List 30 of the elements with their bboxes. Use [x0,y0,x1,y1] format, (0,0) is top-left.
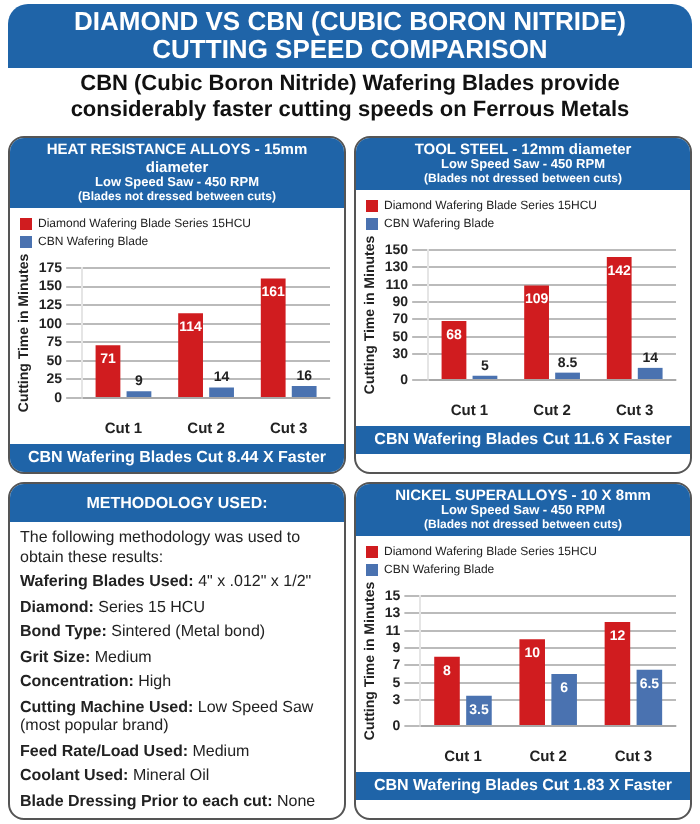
text: Wafering Blades Used: 4" x .012" x 1/2" [20,572,312,590]
bar [604,622,631,725]
text: CBN Wafering Blades Cut 8.44 X Faster [10,444,344,472]
bar [260,278,286,397]
text: Blade Dressing Prior to each cut: None [20,791,316,809]
text: DIAMOND VS CBN (CUBIC BORON NITRIDE) CUTTING SPEED COMPARISON [8,4,692,68]
text: Coolant Used: Mineral Oil [20,766,210,784]
bar [555,372,580,379]
text: CBN Wafering Blades Cut 11.6 X Faster [356,426,690,454]
text: Feed Rate/Load Used: Medium [20,741,250,759]
bar [434,656,460,725]
bar [178,313,203,397]
text: Diamond: Series 15 HCU [20,597,205,615]
text: CBN Wafering Blades Cut 1.83 X Faster [356,772,690,800]
text: CBN (Cubic Boron Nitride) Wafering Blades provide considerably faster cutting speeds on Ferrous Metals [68,70,632,126]
text: The following methodology was used to obtain these results: [20,528,303,566]
text: Grit Size: Medium [20,647,152,665]
text: METHODOLOGY USED: [10,484,344,522]
bar [126,391,152,397]
text: Bond Type: Sintered (Metal bond) [20,622,266,640]
bar [524,285,549,379]
bar [637,367,663,379]
bar [209,387,234,397]
text: Cutting Machine Used: Low Speed Saw (most popular brand) [20,697,314,734]
bar [551,674,577,725]
bar [606,256,632,379]
text: Concentration: High [20,672,172,690]
bar [291,386,317,397]
bar [95,345,121,397]
bar [519,639,545,725]
